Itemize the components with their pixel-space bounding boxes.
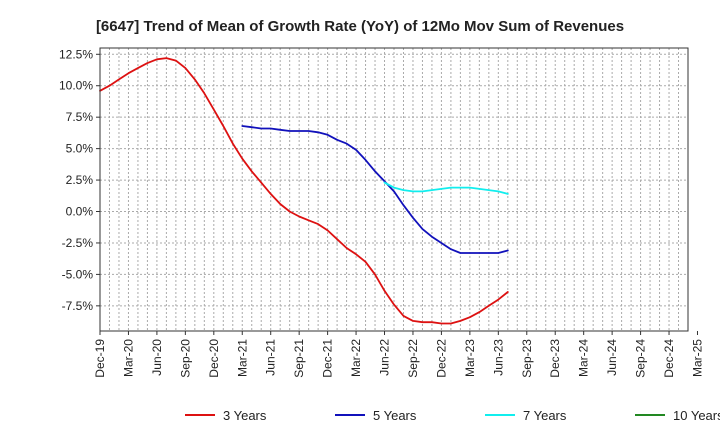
- legend-label: 3 Years: [223, 408, 267, 423]
- y-tick-label: 0.0%: [66, 205, 94, 219]
- x-tick-label: Mar-21: [235, 339, 249, 377]
- x-tick-label: Dec-23: [548, 339, 562, 378]
- y-tick-label: 12.5%: [59, 47, 93, 61]
- legend: 3 Years 5 Years 7 Years 10 Years: [185, 408, 720, 423]
- series-lines: [99, 57, 509, 325]
- series-line-3-years: [99, 57, 509, 325]
- y-tick-label: -7.5%: [62, 299, 94, 313]
- x-tick-label: Sep-24: [634, 339, 648, 378]
- axes: 12.5% 10.0% 7.5% 5.0% 2.5% 0.0% -2.5% -5.0% -7.5…: [59, 47, 705, 377]
- y-tick-label: -2.5%: [62, 236, 94, 250]
- x-tick-label: Jun-22: [378, 339, 392, 376]
- plot-frame: [99, 47, 689, 332]
- x-tick-label: Mar-25: [690, 339, 704, 377]
- legend-label: 10 Years: [673, 408, 720, 423]
- x-tick-label: Dec-21: [321, 339, 335, 378]
- x-tick-label: Dec-19: [93, 339, 107, 378]
- y-tick-label: 2.5%: [66, 173, 94, 187]
- x-tick-label: Mar-23: [463, 339, 477, 377]
- series-line-5-years: [241, 125, 509, 254]
- x-tick-label: Dec-20: [207, 339, 221, 378]
- x-tick-label: Dec-22: [434, 339, 448, 378]
- x-tick-label: Jun-21: [264, 339, 278, 376]
- series-line-7-years: [383, 181, 509, 195]
- x-tick-label: Sep-23: [520, 339, 534, 378]
- x-tick-label: Sep-20: [178, 339, 192, 378]
- legend-label: 7 Years: [523, 408, 567, 423]
- y-tick-label: 7.5%: [66, 110, 94, 124]
- x-tick-label: Mar-22: [349, 339, 363, 377]
- x-tick-label: Jun-20: [150, 339, 164, 376]
- legend-label: 5 Years: [373, 408, 417, 423]
- x-tick-label: Sep-22: [406, 339, 420, 378]
- y-tick-label: 10.0%: [59, 79, 93, 93]
- x-tick-label: Jun-24: [605, 339, 619, 376]
- y-tick-label: 5.0%: [66, 142, 94, 156]
- x-tick-label: Sep-21: [292, 339, 306, 378]
- x-tick-label: Dec-24: [662, 339, 676, 378]
- x-tick-label: Jun-23: [491, 339, 505, 376]
- x-tick-label: Mar-20: [121, 339, 135, 377]
- x-tick-label: Mar-24: [577, 339, 591, 377]
- grid: [100, 48, 688, 331]
- y-tick-label: -5.0%: [62, 267, 94, 281]
- chart-title: [6647] Trend of Mean of Growth Rate (YoY…: [96, 18, 624, 35]
